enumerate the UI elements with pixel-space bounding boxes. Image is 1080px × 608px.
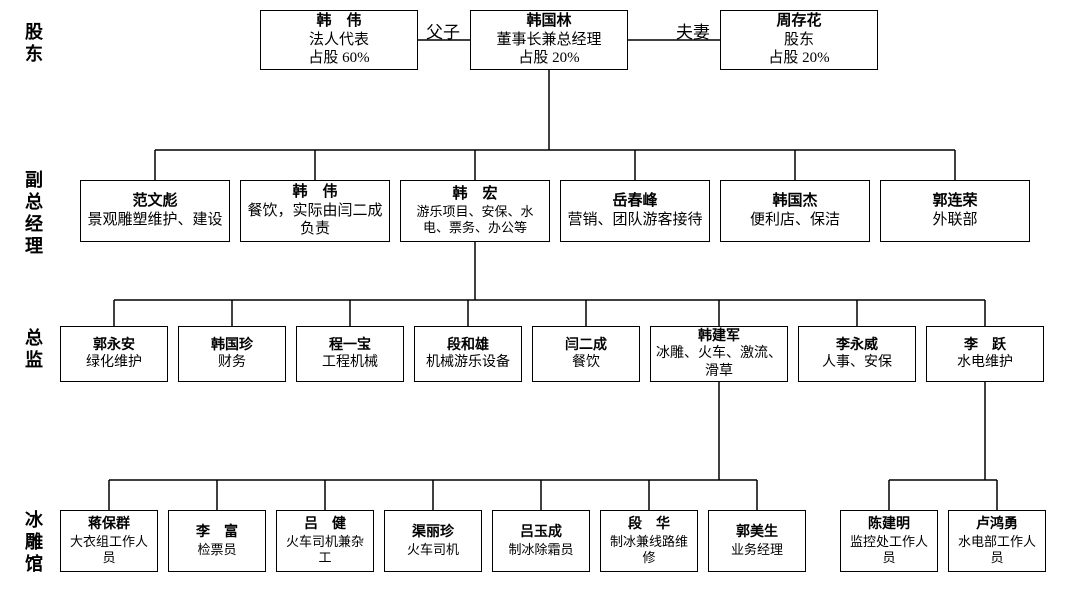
line3: 占股 20% — [518, 49, 579, 68]
desc: 火车司机兼杂工 — [281, 534, 369, 567]
desc: 制冰除霜员 — [508, 542, 573, 558]
name: 韩 宏 — [452, 185, 497, 204]
node-han-wei-dgm: 韩 伟 餐饮，实际由闫二成负责 — [240, 180, 390, 242]
side-label-director: 总监 — [20, 328, 46, 372]
node-yue-chunfeng: 岳春峰 营销、团队游客接待 — [560, 180, 710, 242]
node-qu-lizhen: 渠丽珍 火车司机 — [384, 510, 482, 572]
desc: 监控处工作人员 — [845, 534, 933, 567]
name: 韩国珍 — [211, 337, 253, 355]
name: 郭美生 — [736, 524, 778, 542]
desc: 营销、团队游客接待 — [567, 211, 702, 230]
node-lv-yucheng: 吕玉成 制冰除霜员 — [492, 510, 590, 572]
node-han-guojie: 韩国杰 便利店、保洁 — [720, 180, 870, 242]
node-duan-hua: 段 华 制冰兼线路维修 — [600, 510, 698, 572]
side-label-deputy: 副总经理 — [20, 170, 46, 258]
node-lu-hongyong: 卢鸿勇 水电部工作人员 — [948, 510, 1046, 572]
name: 韩国杰 — [772, 192, 817, 211]
desc: 外联部 — [932, 211, 977, 230]
desc: 大衣组工作人员 — [65, 534, 153, 567]
name: 李 富 — [196, 524, 238, 542]
name: 周存花 — [776, 12, 821, 31]
name: 段和雄 — [447, 337, 489, 355]
desc: 业务经理 — [731, 542, 783, 558]
desc: 餐饮，实际由闫二成负责 — [245, 202, 385, 240]
side-label-ice: 冰雕馆 — [20, 510, 46, 576]
node-guo-lianrong: 郭连荣 外联部 — [880, 180, 1030, 242]
desc: 制冰兼线路维修 — [605, 534, 693, 567]
line2: 法人代表 — [309, 31, 369, 50]
node-chen-jianming: 陈建明 监控处工作人员 — [840, 510, 938, 572]
name: 郭永安 — [93, 337, 135, 355]
desc: 火车司机 — [407, 542, 459, 558]
node-guo-meisheng: 郭美生 业务经理 — [708, 510, 806, 572]
desc: 水电部工作人员 — [953, 534, 1041, 567]
node-yan-ercheng: 闫二成 餐饮 — [532, 326, 640, 382]
desc: 绿化维护 — [86, 354, 142, 372]
name: 韩国林 — [526, 12, 571, 31]
name: 卢鸿勇 — [976, 516, 1018, 534]
name: 郭连荣 — [932, 192, 977, 211]
node-zhou-cunhua: 周存花 股东 占股 20% — [720, 10, 878, 70]
relation-father-son: 父子 — [426, 18, 460, 43]
desc: 人事、安保 — [822, 354, 892, 372]
name: 段 华 — [628, 516, 670, 534]
line3: 占股 60% — [308, 49, 369, 68]
name: 程一宝 — [329, 337, 371, 355]
name: 李永威 — [836, 337, 878, 355]
node-han-jianjun: 韩建军 冰雕、火车、激流、滑草 — [650, 326, 788, 382]
desc: 景观雕塑维护、建设 — [87, 211, 222, 230]
name: 渠丽珍 — [412, 524, 454, 542]
node-jiang-baoqun: 蒋保群 大衣组工作人员 — [60, 510, 158, 572]
node-lv-jian: 吕 健 火车司机兼杂工 — [276, 510, 374, 572]
name: 蒋保群 — [88, 516, 130, 534]
name: 李 跃 — [964, 337, 1006, 355]
node-li-fu: 李 富 检票员 — [168, 510, 266, 572]
desc: 游乐项目、安保、水电、票务、办公等 — [405, 204, 545, 237]
side-label-shareholder: 股东 — [20, 22, 46, 66]
node-han-hong: 韩 宏 游乐项目、安保、水电、票务、办公等 — [400, 180, 550, 242]
relation-spouse: 夫妻 — [676, 18, 710, 43]
name: 范文彪 — [132, 192, 177, 211]
node-han-wei-top: 韩 伟 法人代表 占股 60% — [260, 10, 418, 70]
node-han-guolin: 韩国林 董事长兼总经理 占股 20% — [470, 10, 628, 70]
line3: 占股 20% — [768, 49, 829, 68]
desc: 检票员 — [197, 542, 236, 558]
name: 闫二成 — [565, 337, 607, 355]
desc: 水电维护 — [957, 354, 1013, 372]
org-chart: 股东 副总经理 总监 冰雕馆 父子 夫妻 韩 伟 法人代表 占股 60% 韩国林… — [20, 10, 1060, 598]
node-duan-hexiong: 段和雄 机械游乐设备 — [414, 326, 522, 382]
name: 吕玉成 — [520, 524, 562, 542]
name: 吕 健 — [304, 516, 346, 534]
node-fan-wenbiao: 范文彪 景观雕塑维护、建设 — [80, 180, 230, 242]
name: 韩 伟 — [292, 183, 337, 202]
desc: 冰雕、火车、激流、滑草 — [655, 345, 783, 380]
node-guo-yongan: 郭永安 绿化维护 — [60, 326, 168, 382]
node-li-yongwei: 李永威 人事、安保 — [798, 326, 916, 382]
desc: 便利店、保洁 — [750, 211, 840, 230]
name: 陈建明 — [868, 516, 910, 534]
desc: 财务 — [218, 354, 246, 372]
desc: 餐饮 — [572, 354, 600, 372]
node-li-yue: 李 跃 水电维护 — [926, 326, 1044, 382]
name: 岳春峰 — [612, 192, 657, 211]
line2: 股东 — [784, 31, 814, 50]
name: 韩建军 — [698, 328, 740, 346]
desc: 工程机械 — [322, 354, 378, 372]
name: 韩 伟 — [316, 12, 361, 31]
line2: 董事长兼总经理 — [496, 31, 601, 50]
node-han-guozhen: 韩国珍 财务 — [178, 326, 286, 382]
node-cheng-yibao: 程一宝 工程机械 — [296, 326, 404, 382]
desc: 机械游乐设备 — [426, 354, 510, 372]
